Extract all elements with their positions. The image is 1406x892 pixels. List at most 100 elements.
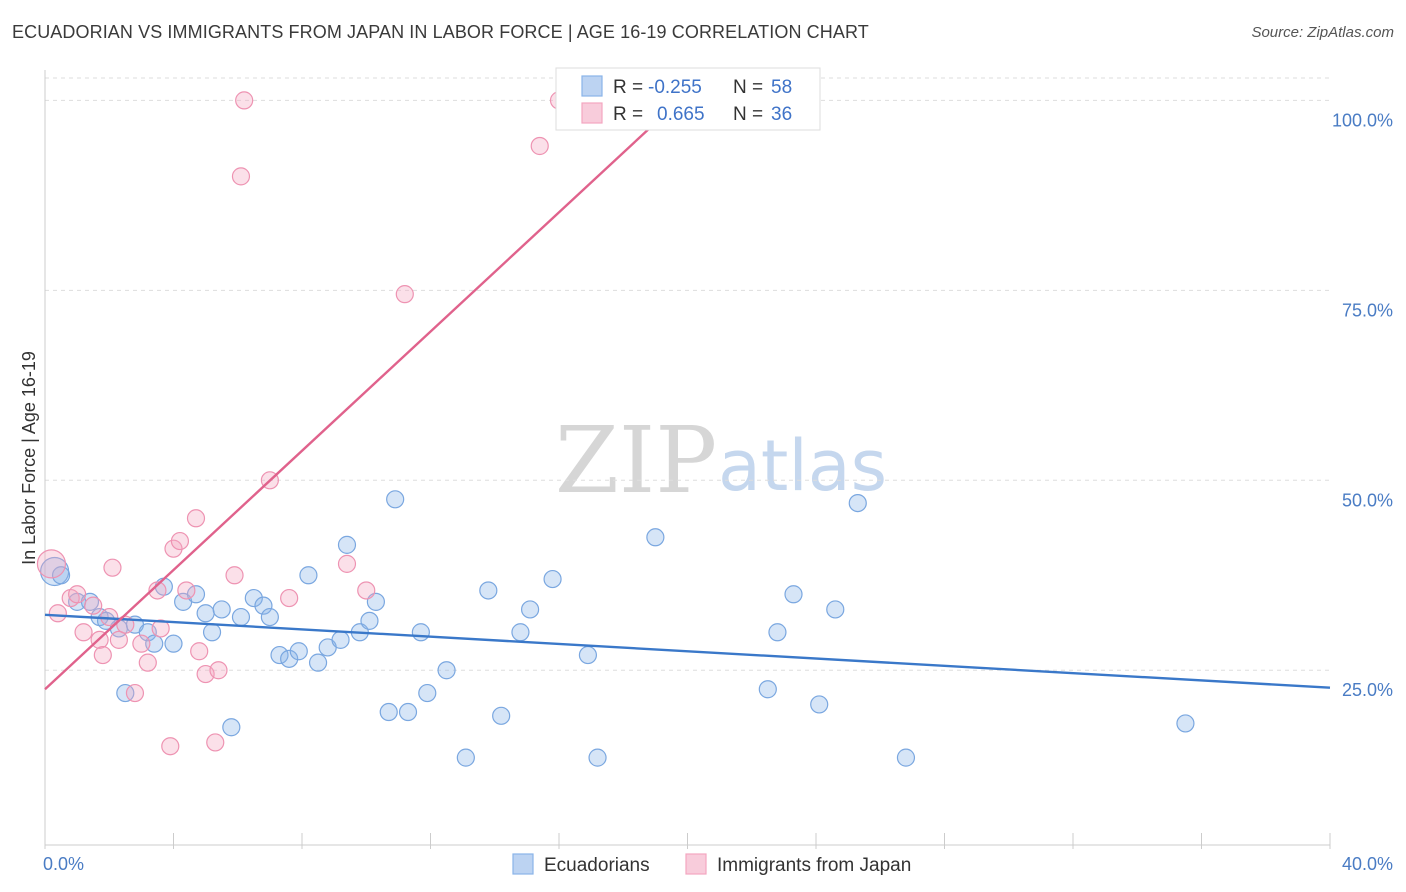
point-japan xyxy=(395,285,414,304)
point-ecuadorians xyxy=(826,600,845,619)
point-ecuadorians xyxy=(511,623,530,642)
stats-n-label-japan: N = xyxy=(733,104,763,125)
chart-source: Source: ZipAtlas.com xyxy=(1251,24,1394,41)
point-ecuadorians xyxy=(398,702,418,722)
point-ecuadorians xyxy=(646,528,665,547)
point-ecuadorians xyxy=(479,581,498,600)
point-japan xyxy=(231,167,251,186)
point-ecuadorians xyxy=(331,630,350,649)
point-japan xyxy=(177,581,196,600)
point-japan xyxy=(109,630,128,649)
point-ecuadorians xyxy=(386,490,405,509)
stats-box: R = -0.255 N = 58 R = 0.665 N = 36 xyxy=(555,67,821,131)
point-japan xyxy=(357,581,376,600)
stats-r-value-ecuadorians: -0.255 xyxy=(648,77,702,98)
stats-n-value-japan: 36 xyxy=(771,104,792,125)
point-ecuadorians xyxy=(51,566,71,585)
point-japan xyxy=(164,539,183,558)
point-ecuadorians xyxy=(231,607,251,627)
point-japan xyxy=(132,634,151,653)
point-japan xyxy=(225,566,244,585)
point-ecuadorians xyxy=(456,748,475,767)
chart-title: ECUADORIAN VS IMMIGRANTS FROM JAPAN IN L… xyxy=(12,22,869,42)
point-japan xyxy=(530,136,549,156)
point-japan xyxy=(74,623,93,642)
point-ecuadorians xyxy=(360,611,379,630)
point-japan xyxy=(103,558,122,577)
trend-line-japan xyxy=(44,107,673,691)
point-japan xyxy=(190,642,209,661)
y-axis-title: In Labor Force | Age 16-19 xyxy=(19,351,39,565)
point-ecuadorians xyxy=(418,683,437,703)
point-ecuadorians xyxy=(810,695,829,714)
point-japan xyxy=(337,554,357,573)
point-ecuadorians xyxy=(768,623,787,642)
stats-r-label-japan: R = xyxy=(613,104,643,125)
point-ecuadorians xyxy=(337,535,357,554)
point-japan xyxy=(280,588,299,608)
point-ecuadorians xyxy=(1176,714,1195,733)
point-ecuadorians xyxy=(758,680,777,699)
point-japan xyxy=(84,596,103,615)
axes: 25.0% 50.0% 75.0% 100.0% xyxy=(44,70,1393,849)
y-tick-label: 100.0% xyxy=(1332,110,1393,130)
point-ecuadorians xyxy=(588,748,607,767)
point-ecuadorians xyxy=(196,604,215,623)
y-tick-label: 25.0% xyxy=(1342,680,1393,700)
point-japan xyxy=(138,653,157,672)
legend: Ecuadorians Immigrants from Japan xyxy=(512,853,911,876)
point-ecuadorians xyxy=(202,623,222,642)
point-ecuadorians xyxy=(299,566,318,585)
point-ecuadorians xyxy=(145,634,164,653)
legend-swatch-ecuadorians xyxy=(512,853,534,875)
stats-swatch-japan xyxy=(581,102,603,124)
point-ecuadorians xyxy=(848,493,867,513)
stats-r-label-ecuadorians: R = xyxy=(613,77,643,98)
stats-n-value-ecuadorians: 58 xyxy=(771,77,792,98)
point-japan xyxy=(161,737,180,756)
legend-swatch-japan xyxy=(685,853,707,875)
point-japan xyxy=(48,604,67,623)
point-japan xyxy=(68,585,87,604)
point-ecuadorians xyxy=(784,585,803,604)
point-japan xyxy=(148,581,167,600)
point-ecuadorians xyxy=(222,718,241,737)
point-japan xyxy=(170,531,190,551)
x-tick-label-max: 40.0% xyxy=(1342,854,1393,874)
scatter-points xyxy=(36,91,1195,767)
point-ecuadorians xyxy=(520,600,540,619)
point-japan xyxy=(206,733,225,752)
point-ecuadorians xyxy=(116,683,135,703)
point-japan xyxy=(209,661,228,680)
trend-line-ecuadorians xyxy=(44,613,1331,689)
point-ecuadorians xyxy=(212,600,231,619)
point-ecuadorians xyxy=(492,706,511,725)
legend-label-ecuadorians: Ecuadorians xyxy=(544,855,650,876)
stats-swatch-ecuadorians xyxy=(581,75,603,97)
point-japan xyxy=(36,549,67,579)
point-ecuadorians xyxy=(379,702,398,722)
trend-lines xyxy=(44,107,1331,691)
point-ecuadorians xyxy=(578,645,598,665)
point-japan xyxy=(235,91,254,110)
point-japan xyxy=(151,619,170,638)
watermark: ZIP atlas xyxy=(555,407,887,514)
watermark-atlas: atlas xyxy=(718,425,887,507)
watermark-zip: ZIP xyxy=(555,407,717,514)
point-ecuadorians xyxy=(254,596,273,615)
point-ecuadorians xyxy=(411,623,430,642)
stats-n-label-ecuadorians: N = xyxy=(733,77,763,98)
point-ecuadorians xyxy=(308,653,328,672)
point-ecuadorians xyxy=(186,585,206,604)
y-tick-label: 75.0% xyxy=(1342,300,1393,320)
point-japan xyxy=(186,509,206,528)
y-tick-label: 50.0% xyxy=(1342,490,1393,510)
point-ecuadorians xyxy=(437,661,456,680)
point-ecuadorians xyxy=(280,649,299,668)
legend-label-japan: Immigrants from Japan xyxy=(717,855,911,876)
point-ecuadorians xyxy=(244,588,263,608)
point-ecuadorians xyxy=(260,607,279,627)
stats-r-value-japan: 0.665 xyxy=(657,104,705,125)
point-ecuadorians xyxy=(164,634,183,653)
